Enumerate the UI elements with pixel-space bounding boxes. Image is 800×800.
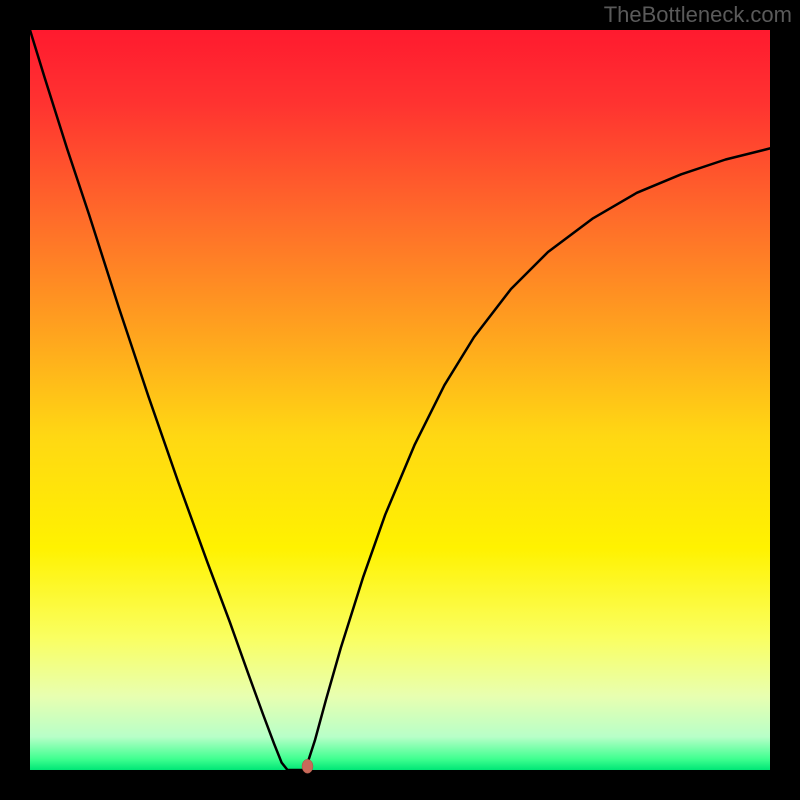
optimum-marker (302, 759, 313, 773)
watermark-text: TheBottleneck.com (604, 2, 792, 28)
chart-container: TheBottleneck.com (0, 0, 800, 800)
chart-plot-area (30, 30, 770, 770)
bottleneck-chart (0, 0, 800, 800)
